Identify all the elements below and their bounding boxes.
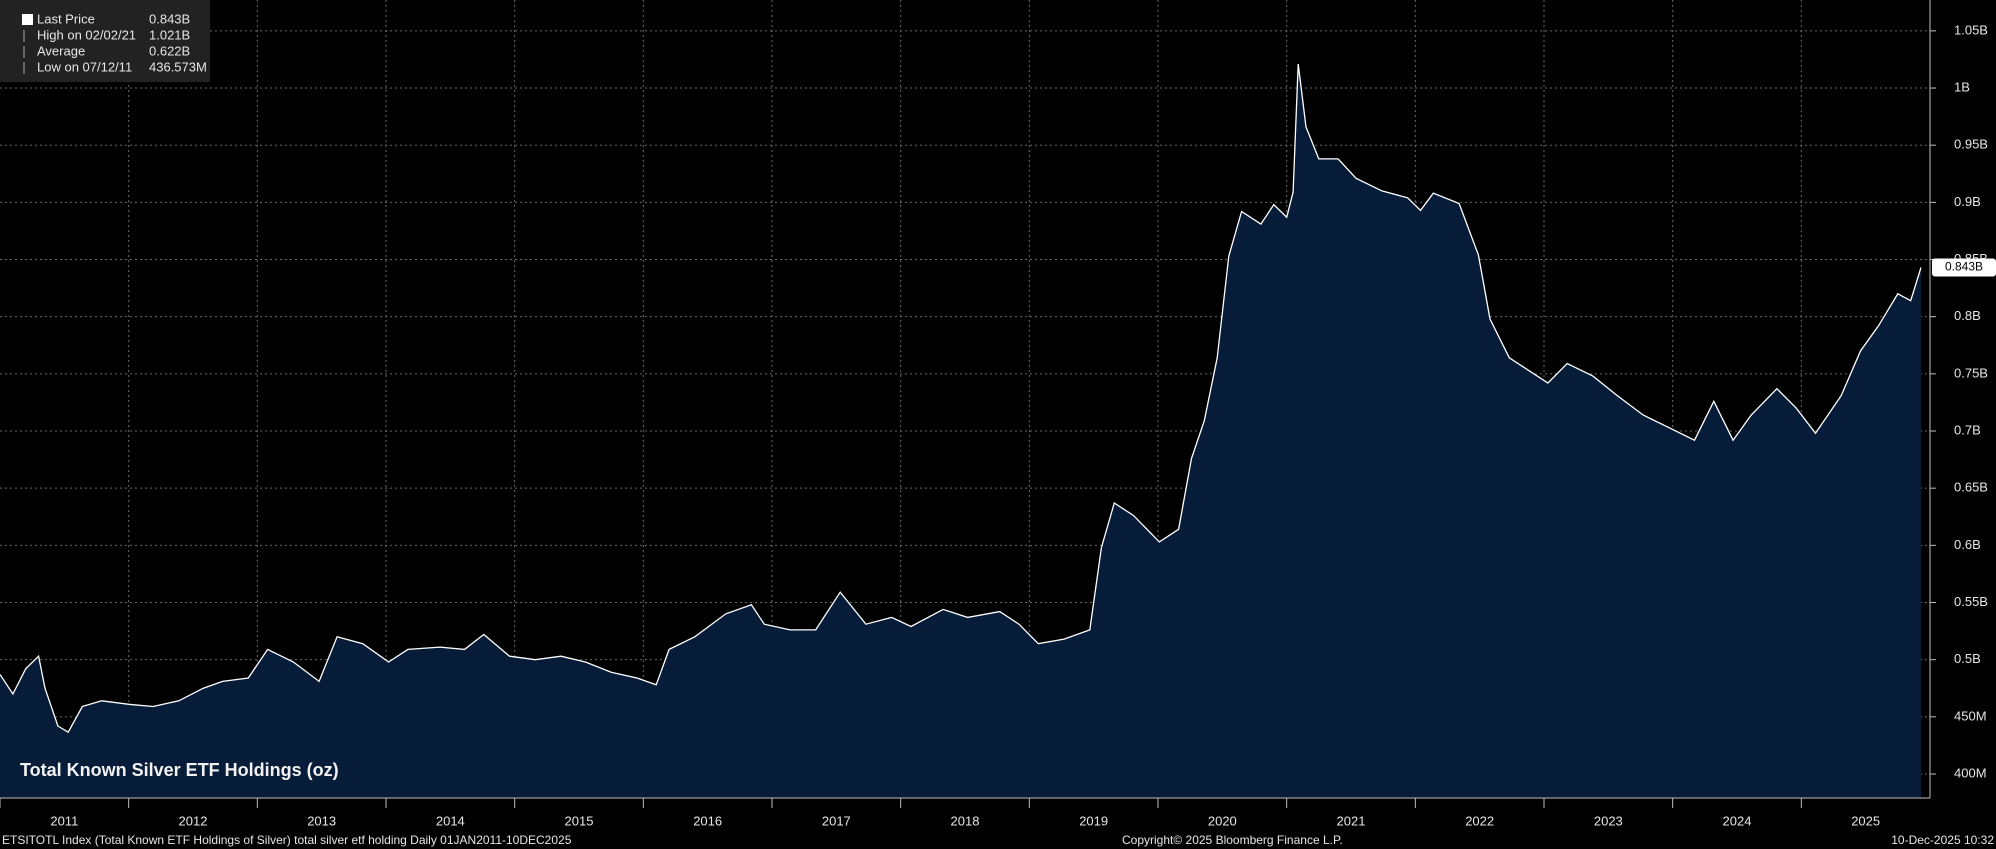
chart-title: Total Known Silver ETF Holdings (oz) — [20, 760, 339, 780]
legend-box — [0, 0, 210, 82]
y-tick-label: 0.95B — [1954, 137, 1988, 152]
area — [0, 64, 1921, 798]
x-tick-label: 2022 — [1465, 813, 1494, 828]
legend-value: 436.573M — [149, 59, 207, 74]
footer-copyright: Copyright© 2025 Bloomberg Finance L.P. — [1122, 833, 1343, 847]
y-tick-label: 1B — [1954, 79, 1970, 94]
y-tick-label: 0.6B — [1954, 537, 1981, 552]
x-tick-label: 2011 — [50, 813, 78, 828]
y-tick-label: 450M — [1954, 708, 1987, 723]
footer-timestamp: 10-Dec-2025 10:32 — [1891, 833, 1994, 847]
y-tick-label: 0.7B — [1954, 422, 1981, 437]
legend-label: Low on 07/12/11 — [37, 59, 132, 74]
x-tick-label: 2014 — [436, 813, 465, 828]
y-tick-label: 0.55B — [1954, 594, 1988, 609]
x-tick-label: 2020 — [1208, 813, 1237, 828]
y-tick-label: 0.8B — [1954, 308, 1981, 323]
y-tick-label: 400M — [1954, 765, 1987, 780]
x-tick-label: 2025 — [1851, 813, 1880, 828]
x-tick-label: 2016 — [693, 813, 722, 828]
legend-label: Average — [37, 43, 85, 58]
plot — [0, 63, 1922, 798]
y-tick-label: 1.05B — [1954, 22, 1988, 37]
x-tick-label: 2019 — [1079, 813, 1108, 828]
y-tick-label: 0.75B — [1954, 365, 1988, 380]
y-tick-label: 0.9B — [1954, 194, 1981, 209]
x-tick-label: 2024 — [1723, 813, 1752, 828]
footer-source: ETSITOTL Index (Total Known ETF Holdings… — [2, 833, 572, 847]
x-tick-label: 2017 — [822, 813, 851, 828]
legend-value: 0.622B — [149, 43, 190, 58]
x-tick-label: 2012 — [179, 813, 208, 828]
y-tick-label: 0.5B — [1954, 651, 1981, 666]
x-tick-label: 2015 — [565, 813, 594, 828]
legend-label: High on 02/02/21 — [37, 27, 136, 42]
legend-value: 1.021B — [149, 27, 190, 42]
x-tick-label: 2023 — [1594, 813, 1623, 828]
legend-swatch — [22, 14, 33, 25]
axes: 400M 450M 0.5B 0.55B 0.6B 0.65B 0.7B 0.75B 0.8B 0… — [0, 22, 1996, 828]
line — [0, 63, 1922, 734]
last-price-tag — [1932, 258, 1996, 277]
legend-value: 0.843B — [149, 11, 190, 26]
x-tick-label: 2018 — [951, 813, 980, 828]
y-tick-label: 0.65B — [1954, 480, 1988, 495]
legend: Last Price 0.843B High on 02/02/21 1.021B Av… — [22, 11, 207, 74]
last-price-label: 0.843B — [1945, 260, 1983, 274]
x-tick-label: 2021 — [1337, 813, 1366, 828]
x-tick-label: 2013 — [307, 813, 336, 828]
legend-label: Last Price — [37, 11, 95, 26]
